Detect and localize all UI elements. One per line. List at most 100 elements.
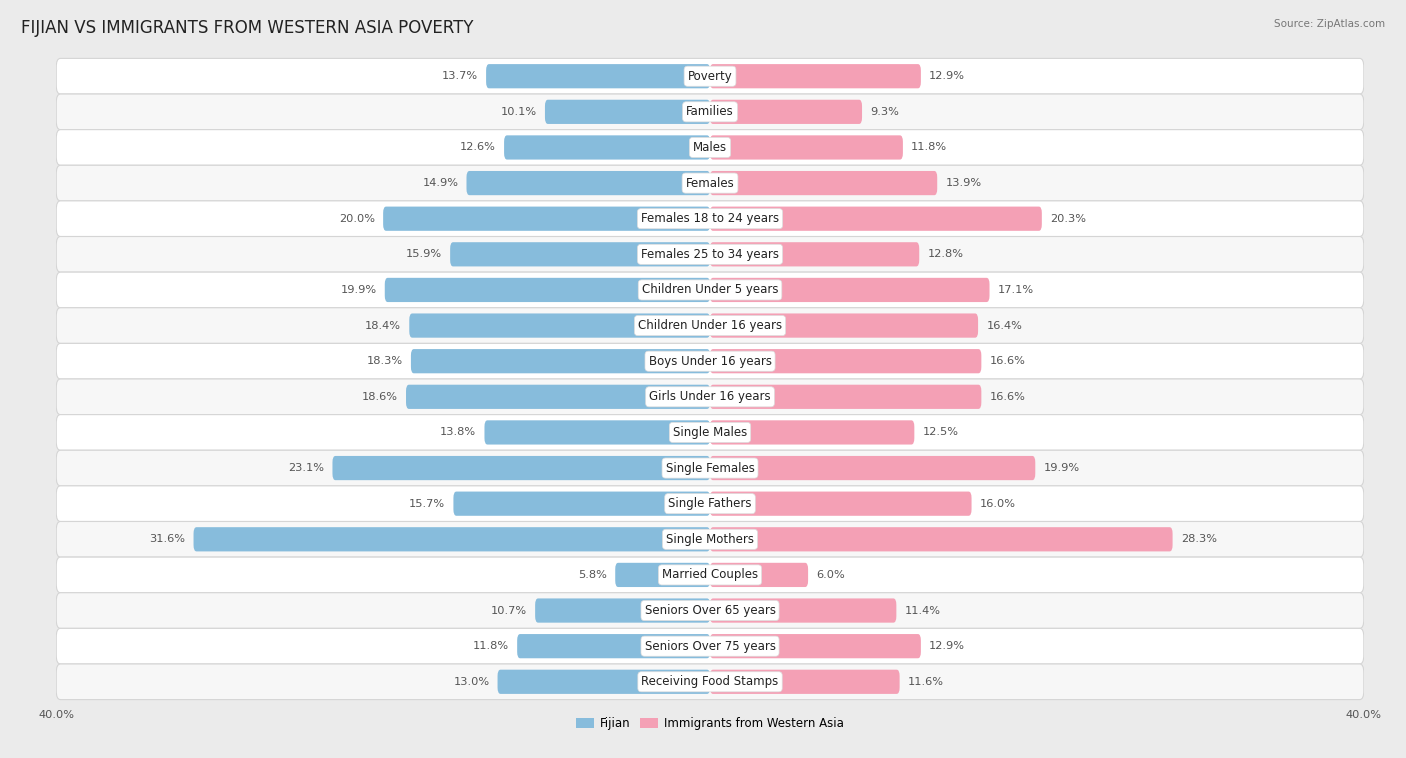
- FancyBboxPatch shape: [546, 100, 710, 124]
- FancyBboxPatch shape: [409, 314, 710, 337]
- FancyBboxPatch shape: [710, 492, 972, 515]
- FancyBboxPatch shape: [56, 343, 1364, 379]
- Text: Females 25 to 34 years: Females 25 to 34 years: [641, 248, 779, 261]
- Text: 11.4%: 11.4%: [904, 606, 941, 615]
- FancyBboxPatch shape: [710, 349, 981, 373]
- Text: 14.9%: 14.9%: [422, 178, 458, 188]
- FancyBboxPatch shape: [385, 278, 710, 302]
- Text: Single Females: Single Females: [665, 462, 755, 475]
- FancyBboxPatch shape: [710, 527, 1173, 551]
- Text: Married Couples: Married Couples: [662, 568, 758, 581]
- FancyBboxPatch shape: [406, 385, 710, 409]
- FancyBboxPatch shape: [332, 456, 710, 480]
- FancyBboxPatch shape: [710, 669, 900, 694]
- FancyBboxPatch shape: [485, 421, 710, 444]
- FancyBboxPatch shape: [710, 562, 808, 587]
- Text: 18.3%: 18.3%: [367, 356, 402, 366]
- Text: Males: Males: [693, 141, 727, 154]
- FancyBboxPatch shape: [467, 171, 710, 196]
- Text: Receiving Food Stamps: Receiving Food Stamps: [641, 675, 779, 688]
- Text: 16.4%: 16.4%: [986, 321, 1022, 330]
- Text: Source: ZipAtlas.com: Source: ZipAtlas.com: [1274, 19, 1385, 29]
- Text: Boys Under 16 years: Boys Under 16 years: [648, 355, 772, 368]
- FancyBboxPatch shape: [56, 130, 1364, 165]
- FancyBboxPatch shape: [710, 207, 1042, 231]
- Text: 31.6%: 31.6%: [149, 534, 186, 544]
- FancyBboxPatch shape: [56, 272, 1364, 308]
- FancyBboxPatch shape: [616, 562, 710, 587]
- FancyBboxPatch shape: [536, 598, 710, 622]
- Text: 11.6%: 11.6%: [908, 677, 943, 687]
- Text: 18.4%: 18.4%: [366, 321, 401, 330]
- FancyBboxPatch shape: [710, 243, 920, 266]
- FancyBboxPatch shape: [56, 201, 1364, 236]
- FancyBboxPatch shape: [56, 593, 1364, 628]
- FancyBboxPatch shape: [486, 64, 710, 89]
- Text: 10.7%: 10.7%: [491, 606, 527, 615]
- Text: 12.9%: 12.9%: [929, 71, 965, 81]
- Text: 18.6%: 18.6%: [361, 392, 398, 402]
- FancyBboxPatch shape: [56, 415, 1364, 450]
- Text: 12.6%: 12.6%: [460, 143, 496, 152]
- Text: Females 18 to 24 years: Females 18 to 24 years: [641, 212, 779, 225]
- FancyBboxPatch shape: [56, 236, 1364, 272]
- Text: Seniors Over 75 years: Seniors Over 75 years: [644, 640, 776, 653]
- Text: 23.1%: 23.1%: [288, 463, 325, 473]
- Text: 20.3%: 20.3%: [1050, 214, 1085, 224]
- Text: Single Mothers: Single Mothers: [666, 533, 754, 546]
- Text: Children Under 5 years: Children Under 5 years: [641, 283, 779, 296]
- FancyBboxPatch shape: [56, 308, 1364, 343]
- FancyBboxPatch shape: [411, 349, 710, 373]
- FancyBboxPatch shape: [710, 171, 938, 196]
- Text: 12.8%: 12.8%: [928, 249, 963, 259]
- Text: 15.7%: 15.7%: [409, 499, 446, 509]
- Text: 19.9%: 19.9%: [1043, 463, 1080, 473]
- FancyBboxPatch shape: [56, 557, 1364, 593]
- Text: 10.1%: 10.1%: [501, 107, 537, 117]
- FancyBboxPatch shape: [382, 207, 710, 231]
- FancyBboxPatch shape: [56, 165, 1364, 201]
- FancyBboxPatch shape: [194, 527, 710, 551]
- FancyBboxPatch shape: [498, 669, 710, 694]
- FancyBboxPatch shape: [710, 136, 903, 160]
- FancyBboxPatch shape: [710, 421, 914, 444]
- Text: 13.0%: 13.0%: [453, 677, 489, 687]
- FancyBboxPatch shape: [453, 492, 710, 515]
- Legend: Fijian, Immigrants from Western Asia: Fijian, Immigrants from Western Asia: [572, 713, 848, 735]
- FancyBboxPatch shape: [56, 522, 1364, 557]
- FancyBboxPatch shape: [710, 64, 921, 89]
- FancyBboxPatch shape: [56, 450, 1364, 486]
- Text: Single Fathers: Single Fathers: [668, 497, 752, 510]
- Text: 12.5%: 12.5%: [922, 428, 959, 437]
- Text: 13.8%: 13.8%: [440, 428, 477, 437]
- FancyBboxPatch shape: [56, 58, 1364, 94]
- Text: 20.0%: 20.0%: [339, 214, 375, 224]
- Text: Seniors Over 65 years: Seniors Over 65 years: [644, 604, 776, 617]
- FancyBboxPatch shape: [56, 664, 1364, 700]
- Text: 13.9%: 13.9%: [945, 178, 981, 188]
- Text: Poverty: Poverty: [688, 70, 733, 83]
- FancyBboxPatch shape: [710, 385, 981, 409]
- FancyBboxPatch shape: [710, 634, 921, 658]
- Text: 12.9%: 12.9%: [929, 641, 965, 651]
- Text: 15.9%: 15.9%: [406, 249, 441, 259]
- Text: 17.1%: 17.1%: [998, 285, 1033, 295]
- FancyBboxPatch shape: [710, 278, 990, 302]
- Text: 11.8%: 11.8%: [911, 143, 948, 152]
- Text: 16.6%: 16.6%: [990, 356, 1025, 366]
- FancyBboxPatch shape: [56, 486, 1364, 522]
- Text: 9.3%: 9.3%: [870, 107, 898, 117]
- Text: FIJIAN VS IMMIGRANTS FROM WESTERN ASIA POVERTY: FIJIAN VS IMMIGRANTS FROM WESTERN ASIA P…: [21, 19, 474, 37]
- FancyBboxPatch shape: [56, 94, 1364, 130]
- Text: 16.6%: 16.6%: [990, 392, 1025, 402]
- FancyBboxPatch shape: [710, 598, 897, 622]
- Text: 16.0%: 16.0%: [980, 499, 1015, 509]
- Text: 6.0%: 6.0%: [817, 570, 845, 580]
- FancyBboxPatch shape: [710, 100, 862, 124]
- Text: Families: Families: [686, 105, 734, 118]
- FancyBboxPatch shape: [505, 136, 710, 160]
- Text: Children Under 16 years: Children Under 16 years: [638, 319, 782, 332]
- Text: 11.8%: 11.8%: [472, 641, 509, 651]
- Text: Girls Under 16 years: Girls Under 16 years: [650, 390, 770, 403]
- Text: 19.9%: 19.9%: [340, 285, 377, 295]
